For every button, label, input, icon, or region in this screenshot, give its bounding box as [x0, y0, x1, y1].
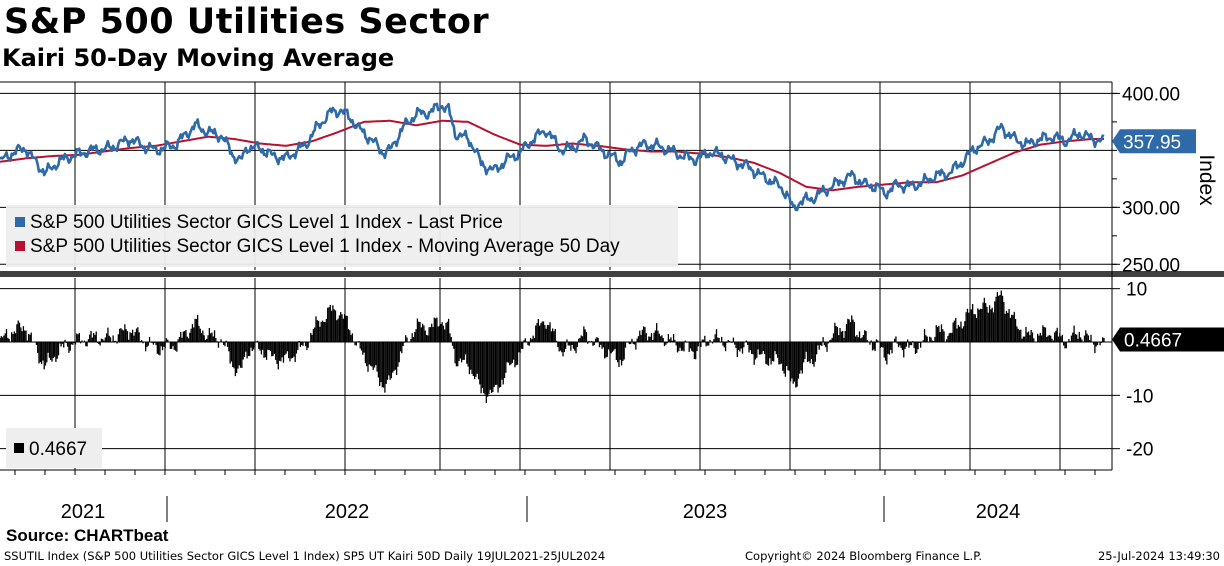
panel-divider [0, 271, 1224, 277]
axes: 400.00 300.00 250.00 Index 10 -10 -20 357.95 0.4… [0, 82, 1224, 523]
x-axis-year-label: 2024 [976, 501, 1021, 523]
upper-y-tick-label: 300.00 [1122, 198, 1180, 219]
lower-y-tick-label: 10 [1126, 280, 1147, 301]
footer-index-description: SSUTIL Index (S&P 500 Utilities Sector G… [4, 549, 606, 563]
last-price-value-label: 357.95 [1123, 132, 1181, 153]
price-series-layer [0, 102, 1105, 212]
x-axis-year-label: 2022 [325, 501, 370, 523]
source-label: Source: CHARTbeat [6, 526, 169, 545]
legend-label-price: S&P 500 Utilities Sector GICS Level 1 In… [30, 212, 503, 233]
kairi-value-label: 0.4667 [1124, 331, 1182, 352]
x-axis-year-label: 2023 [683, 501, 728, 523]
chart-title: S&P 500 Utilities Sector [4, 2, 490, 42]
legend-swatch-kairi [14, 443, 24, 453]
kairi-value-box [1112, 327, 1224, 352]
legend-swatch-ma [15, 241, 25, 251]
upper-legend-box [6, 205, 678, 267]
kairi-bars [0, 290, 1105, 404]
upper-y-axis-title: Index [1195, 154, 1218, 206]
footer-timestamp: 25-Jul-2024 13:49:30 [1097, 549, 1220, 563]
legend-swatch-price [15, 217, 25, 227]
moving-average-line [0, 119, 1104, 192]
lower-y-tick-label: -10 [1126, 386, 1153, 407]
upper-y-tick-label: 250.00 [1122, 255, 1180, 276]
legend-label-ma: S&P 500 Utilities Sector GICS Level 1 In… [30, 236, 620, 257]
legend-layer: S&P 500 Utilities Sector GICS Level 1 In… [6, 205, 678, 468]
upper-y-tick-label: 400.00 [1122, 84, 1180, 105]
last-price-line [0, 102, 1105, 212]
last-price-value-box [1112, 129, 1196, 154]
chart-subtitle: Kairi 50-Day Moving Average [2, 44, 395, 72]
legend-label-kairi: 0.4667 [29, 439, 87, 460]
x-axis-year-label: 2021 [61, 501, 106, 523]
footer-copyright: Copyright© 2024 Bloomberg Finance L.P. [745, 549, 982, 563]
lower-y-tick-label: -20 [1126, 440, 1153, 461]
